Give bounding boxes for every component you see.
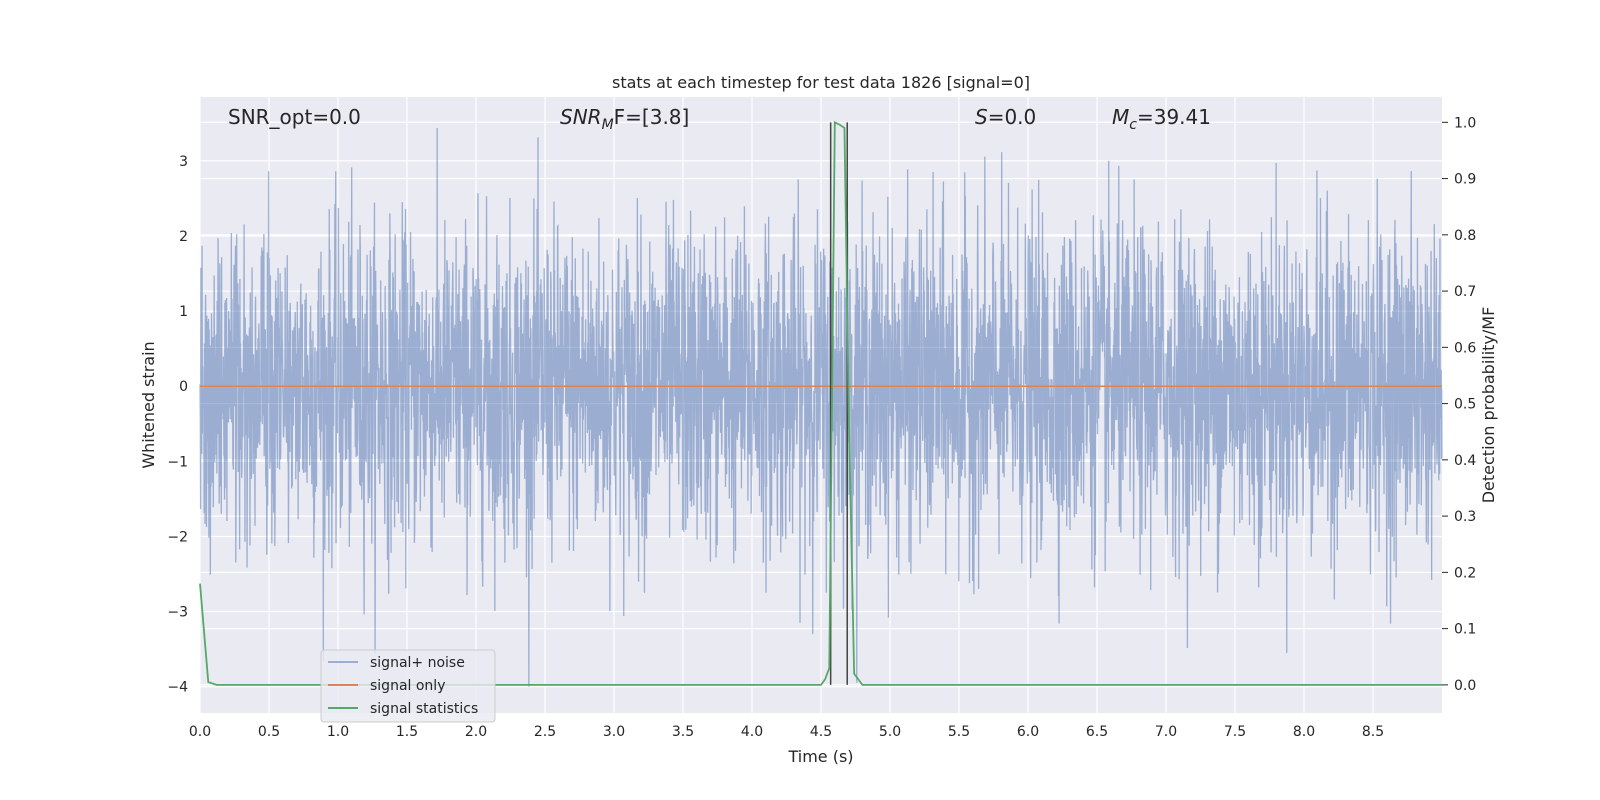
y-axis-label: Whitened strain	[139, 341, 158, 468]
y-right-axis-label: Detection probability/MF	[1479, 307, 1498, 504]
x-tick-label: 8.0	[1293, 724, 1315, 740]
y-right-tick-label: 0.1	[1454, 622, 1476, 638]
y-right-tick-label: 0.9	[1454, 172, 1476, 188]
x-tick-label: 7.0	[1155, 724, 1177, 740]
y-right-tick-label: 0.0	[1454, 678, 1476, 694]
y-tick-label: −2	[167, 529, 188, 545]
x-tick-label: 7.5	[1224, 724, 1246, 740]
x-tick-label: 1.5	[396, 724, 418, 740]
annotation-snr-mf: SNRMF=[3.8]	[560, 105, 689, 133]
annotation-s: S=0.0	[975, 105, 1036, 129]
x-tick-label: 3.0	[603, 724, 625, 740]
y-right-tick-label: 0.3	[1454, 509, 1476, 525]
x-tick-label: 4.5	[810, 724, 832, 740]
y-right-ticks: 1.0 0.9 0.8 0.7 0.6 0.5 0.4 0.3 0.2 0.1 0.0	[1442, 115, 1476, 694]
y-tick-label: 0	[179, 379, 188, 395]
legend: signal+ noise signal only signal statist…	[320, 649, 496, 723]
x-tick-label: 8.5	[1362, 724, 1384, 740]
annotation-snr-mf-rest: F=[3.8]	[614, 105, 690, 129]
annotation-mc-val: =39.41	[1137, 105, 1211, 129]
annotation-snr-mf-base: SNR	[560, 105, 602, 129]
annotation-mc-sym: M	[1112, 105, 1129, 129]
noise-trace	[199, 127, 1443, 687]
x-tick-label: 2.0	[465, 724, 487, 740]
annotation-s-sym: S	[975, 105, 988, 129]
x-tick-label: 1.0	[327, 724, 349, 740]
annotation-mc: Mc=39.41	[1112, 105, 1211, 133]
y-right-tick-label: 0.7	[1454, 284, 1476, 300]
annotation-snr-opt: SNR_opt=0.0	[228, 105, 361, 129]
x-tick-label: 0.0	[189, 724, 211, 740]
y-right-tick-label: 1.0	[1454, 115, 1476, 131]
y-right-tick-label: 0.2	[1454, 565, 1476, 581]
y-tick-label: −4	[167, 680, 188, 696]
x-axis-label: Time (s)	[787, 747, 853, 766]
series-signal-plus-noise	[199, 127, 1443, 687]
y-tick-label: 3	[179, 154, 188, 170]
x-tick-label: 0.5	[258, 724, 280, 740]
y-tick-label: 1	[179, 304, 188, 320]
x-tick-label: 5.0	[879, 724, 901, 740]
legend-label-signal-plus-noise: signal+ noise	[370, 655, 465, 671]
y-right-tick-label: 0.5	[1454, 397, 1476, 413]
x-tick-label: 2.5	[534, 724, 556, 740]
y-right-tick-label: 0.4	[1454, 453, 1476, 469]
x-tick-label: 6.0	[1017, 724, 1039, 740]
annotation-mc-sub: c	[1129, 117, 1137, 133]
y-right-tick-label: 0.8	[1454, 228, 1476, 244]
chart-title: stats at each timestep for test data 182…	[612, 73, 1030, 92]
x-tick-label: 5.5	[948, 724, 970, 740]
x-tick-label: 6.5	[1086, 724, 1108, 740]
legend-label-signal-statistics: signal statistics	[370, 701, 478, 717]
y-tick-label: −3	[167, 605, 188, 621]
x-ticks: 0.0 0.5 1.0 1.5 2.0 2.5 3.0 3.5 4.0 4.5 5.0 5.5 6.0 6…	[189, 724, 1384, 740]
x-tick-label: 4.0	[741, 724, 763, 740]
annotation-s-val: =0.0	[988, 105, 1037, 129]
x-tick-label: 3.5	[672, 724, 694, 740]
legend-label-signal-only: signal only	[370, 678, 445, 694]
y-tick-label: 2	[179, 229, 188, 245]
legend-box	[320, 649, 496, 723]
y-ticks: 3 2 1 0 −1 −2 −3 −4	[167, 154, 188, 696]
y-tick-label: −1	[167, 454, 188, 470]
y-right-tick-label: 0.6	[1454, 340, 1476, 356]
annotation-snr-mf-sub: M	[602, 117, 614, 133]
